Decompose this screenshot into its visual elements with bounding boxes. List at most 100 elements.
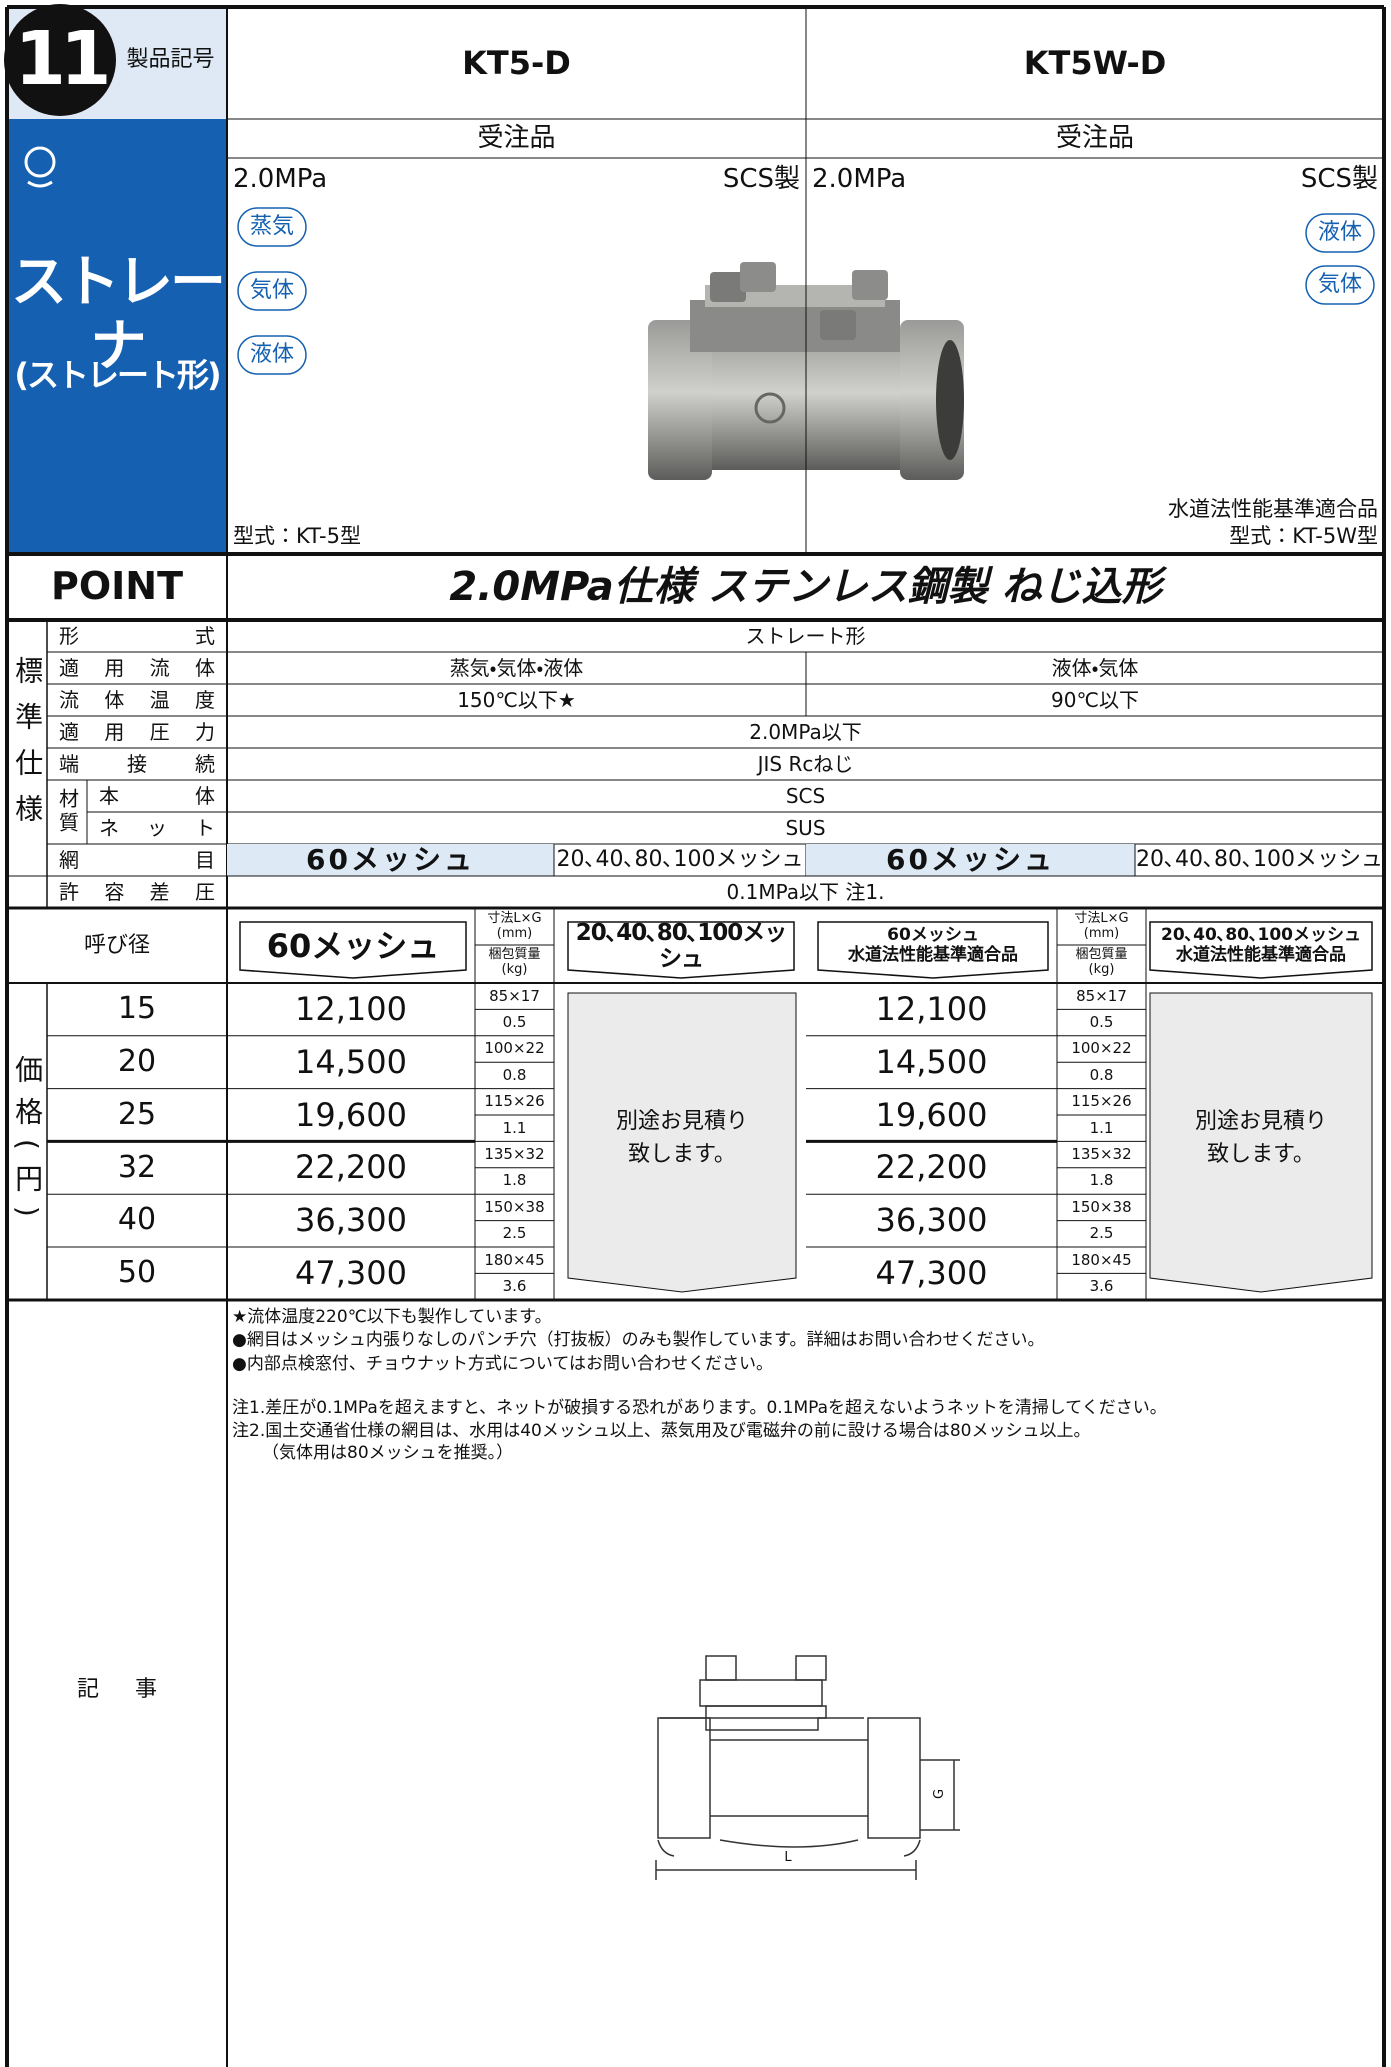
weight: 2.5 bbox=[502, 1224, 527, 1243]
price: 36,300 bbox=[295, 1201, 407, 1240]
note-line: 注1.差圧が0.1MPaを超えますと、ネットが破損する恐れがあります。0.1MP… bbox=[232, 1398, 1167, 1419]
dimension: 180×45 bbox=[484, 1250, 545, 1269]
dimension: 85×17 bbox=[489, 986, 540, 1005]
price: 36,300 bbox=[875, 1201, 988, 1240]
quote-text: 別途お見積り 致します。 bbox=[1194, 1109, 1327, 1167]
weight: 1.1 bbox=[502, 1118, 527, 1137]
note-line: ●網目はメッシュ内張りなしのパンチ穴（打抜板）のみも製作しています。詳細はお問い… bbox=[232, 1330, 1045, 1351]
point-text: 2.0MPa仕様 ステンレス鋼製 ねじ込形 bbox=[449, 564, 1162, 610]
price: 12,100 bbox=[875, 990, 988, 1028]
weight-header: 梱包質量 (kg) bbox=[1075, 947, 1128, 977]
spec-label: 流体温度 bbox=[59, 688, 215, 712]
spec-value: 2.0MPa以下 bbox=[749, 719, 862, 744]
price-section-label: 価格(円) bbox=[11, 1055, 45, 1231]
drawing-label: L bbox=[784, 1849, 792, 1865]
size-header: 呼び径 bbox=[83, 932, 150, 958]
spec-value: 蒸気・気体・液体 bbox=[449, 655, 584, 680]
spec-label: 本体 bbox=[99, 784, 215, 808]
price: 22,200 bbox=[875, 1148, 988, 1187]
weight: 1.8 bbox=[1089, 1171, 1114, 1190]
product-number: 11 bbox=[14, 16, 112, 103]
spec-label: 適用流体 bbox=[59, 656, 215, 680]
nominal-size: 20 bbox=[117, 1043, 157, 1079]
spec-value: 60メッシュ bbox=[886, 842, 1055, 876]
fluid-badge bbox=[237, 207, 307, 247]
model-code: KT5-D bbox=[462, 43, 571, 82]
pressure: 2.0MPa bbox=[812, 164, 907, 195]
logo bbox=[24, 146, 56, 188]
spec-value: 60メッシュ bbox=[306, 842, 475, 876]
price: 14,500 bbox=[875, 1042, 988, 1081]
fluid-label: 気体 bbox=[1317, 272, 1362, 298]
spec-value: 150℃以下★ bbox=[457, 687, 576, 712]
fluid-badge bbox=[237, 335, 307, 375]
spec-value: 0.1MPa以下 注1. bbox=[726, 879, 885, 904]
order-type: 受注品 bbox=[477, 122, 556, 153]
column-header: 20､40､80､100メッシュ 水道法性能基準適合品 bbox=[1161, 925, 1361, 965]
dimension: 115×26 bbox=[484, 1092, 545, 1111]
nominal-size: 15 bbox=[117, 991, 157, 1027]
weight: 0.8 bbox=[502, 1065, 527, 1084]
code-label: 製品記号 bbox=[126, 47, 215, 73]
weight: 2.5 bbox=[1089, 1224, 1114, 1243]
nominal-size: 25 bbox=[117, 1096, 157, 1132]
note-line: ●内部点検窓付、チョウナット方式についてはお問い合わせください。 bbox=[232, 1354, 773, 1375]
weight: 0.8 bbox=[1089, 1065, 1114, 1084]
fluid-label: 液体 bbox=[249, 342, 294, 368]
weight: 1.8 bbox=[502, 1171, 527, 1190]
dimension-drawing bbox=[655, 1655, 960, 1880]
spec-value: 液体・気体 bbox=[1051, 655, 1139, 680]
dimension: 100×22 bbox=[1071, 1039, 1132, 1058]
material: SCS製 bbox=[1300, 164, 1378, 195]
note-line: （気体用は80メッシュを推奨。） bbox=[262, 1443, 514, 1464]
spec-value: 90℃以下 bbox=[1051, 687, 1139, 712]
notes-label: 記事 bbox=[76, 1677, 193, 1703]
certification: 水道法性能基準適合品 bbox=[1168, 496, 1378, 521]
spec-value: JIS Rcねじ bbox=[757, 751, 854, 776]
spec-value: 20､40､80､100メッシュ bbox=[556, 847, 804, 873]
quote-text: 別途お見積り 致します。 bbox=[615, 1109, 748, 1167]
dimension: 85×17 bbox=[1076, 986, 1127, 1005]
column-box bbox=[817, 921, 1049, 979]
fluid-label: 気体 bbox=[249, 278, 294, 304]
point-label: POINT bbox=[50, 564, 184, 609]
weight: 0.5 bbox=[502, 1012, 527, 1031]
mesh-highlight bbox=[806, 844, 1135, 876]
dimension: 150×38 bbox=[1071, 1197, 1132, 1216]
spec-label: 端接続 bbox=[59, 752, 215, 776]
dimension: 150×38 bbox=[484, 1197, 545, 1216]
weight-header: 梱包質量 (kg) bbox=[488, 947, 541, 977]
pressure: 2.0MPa bbox=[233, 164, 328, 195]
spec-value: SUS bbox=[785, 815, 826, 840]
dimension-header: 寸法L×G (mm) bbox=[487, 910, 542, 941]
column-header: 60メッシュ bbox=[266, 926, 440, 965]
order-type: 受注品 bbox=[1055, 122, 1134, 153]
material: SCS製 bbox=[722, 164, 800, 195]
spec-label: 形式 bbox=[59, 624, 215, 648]
price: 14,500 bbox=[295, 1042, 407, 1081]
model-type: 型式：KT-5W型 bbox=[1229, 523, 1378, 548]
material-label: 材質 bbox=[55, 788, 80, 836]
dimension-header: 寸法L×G (mm) bbox=[1074, 910, 1129, 941]
mesh-highlight bbox=[227, 844, 554, 876]
price: 19,600 bbox=[875, 1095, 988, 1134]
price: 47,300 bbox=[875, 1254, 988, 1292]
spec-label: 網目 bbox=[59, 848, 215, 872]
spec-value: SCS bbox=[785, 783, 826, 808]
quote-box bbox=[567, 992, 797, 1293]
quote-box bbox=[1149, 992, 1373, 1293]
category-subtitle: (ストレート形) bbox=[14, 355, 221, 394]
fluid-label: 蒸気 bbox=[249, 214, 294, 240]
fluid-label: 液体 bbox=[1317, 220, 1362, 246]
number-badge bbox=[4, 4, 116, 116]
model-code: KT5W-D bbox=[1023, 43, 1167, 82]
model-type: 型式：KT-5型 bbox=[233, 523, 361, 548]
spec-value: 20､40､80､100メッシュ bbox=[1136, 847, 1383, 873]
spec-label: ネット bbox=[99, 816, 215, 840]
spec-label: 適用圧力 bbox=[59, 720, 215, 744]
spec-section-label: 標準仕様 bbox=[11, 656, 45, 840]
dimension: 100×22 bbox=[484, 1039, 545, 1058]
column-header: 20､40､80､100メッシュ bbox=[575, 919, 788, 972]
dimension: 135×32 bbox=[484, 1144, 545, 1163]
